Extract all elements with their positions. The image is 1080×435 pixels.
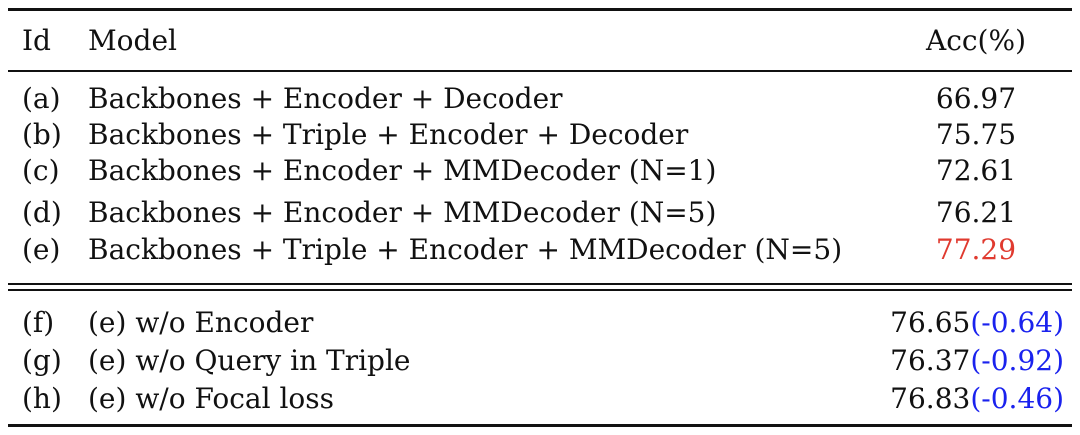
acc-delta: (-0.46) bbox=[970, 382, 1064, 415]
row-id: (a) bbox=[22, 82, 61, 115]
row-acc: 72.61 bbox=[935, 154, 1017, 187]
acc-delta: (-0.64) bbox=[970, 306, 1064, 339]
row-id: (b) bbox=[22, 118, 62, 151]
row-acc: 75.75 bbox=[935, 118, 1017, 151]
row-acc: 76.21 bbox=[935, 196, 1017, 229]
acc-delta: (-0.92) bbox=[970, 344, 1064, 377]
table-row: (b) Backbones + Triple + Encoder + Decod… bbox=[0, 115, 1080, 155]
header-rule bbox=[8, 70, 1072, 72]
row-id: (c) bbox=[22, 154, 60, 187]
bottom-rule bbox=[8, 424, 1072, 427]
row-id: (f) bbox=[22, 306, 55, 339]
row-acc-with-delta: 76.83(-0.46) bbox=[890, 379, 1064, 419]
section-rule-lower bbox=[8, 289, 1072, 291]
row-model: Backbones + Triple + Encoder + Decoder bbox=[88, 118, 689, 151]
table-row: (c) Backbones + Encoder + MMDecoder (N=1… bbox=[0, 151, 1080, 191]
top-rule bbox=[8, 8, 1072, 11]
table-row: (d) Backbones + Encoder + MMDecoder (N=5… bbox=[0, 193, 1080, 233]
row-acc-with-delta: 76.65(-0.64) bbox=[890, 303, 1064, 343]
row-acc: 76.65 bbox=[890, 306, 971, 339]
header-id: Id bbox=[22, 24, 51, 57]
header-acc: Acc(%) bbox=[925, 24, 1027, 57]
row-acc-with-delta: 76.37(-0.92) bbox=[890, 341, 1064, 381]
best-acc: 77.29 bbox=[935, 233, 1017, 266]
ablation-row: (f) (e) w/o Encoder 76.65(-0.64) bbox=[0, 303, 1080, 343]
ablation-row: (g) (e) w/o Query in Triple 76.37(-0.92) bbox=[0, 341, 1080, 381]
row-id: (g) bbox=[22, 344, 62, 377]
row-model: Backbones + Triple + Encoder + MMDecoder… bbox=[88, 233, 843, 266]
row-model: Backbones + Encoder + MMDecoder (N=1) bbox=[88, 154, 717, 187]
row-id: (d) bbox=[22, 196, 62, 229]
row-model: Backbones + Encoder + Decoder bbox=[88, 82, 563, 115]
row-model: (e) w/o Encoder bbox=[88, 306, 314, 339]
row-model: (e) w/o Query in Triple bbox=[88, 344, 411, 377]
row-model: (e) w/o Focal loss bbox=[88, 382, 335, 415]
table-row: (a) Backbones + Encoder + Decoder 66.97 bbox=[0, 79, 1080, 119]
header-row: Id Model Acc(%) bbox=[0, 21, 1080, 61]
row-model: Backbones + Encoder + MMDecoder (N=5) bbox=[88, 196, 717, 229]
row-acc: 76.83 bbox=[890, 382, 971, 415]
ablation-row: (h) (e) w/o Focal loss 76.83(-0.46) bbox=[0, 379, 1080, 419]
table-row-best: (e) Backbones + Triple + Encoder + MMDec… bbox=[0, 230, 1080, 270]
row-acc: 76.37 bbox=[890, 344, 971, 377]
header-model: Model bbox=[88, 24, 177, 57]
section-rule-upper bbox=[8, 283, 1072, 285]
row-acc: 66.97 bbox=[935, 82, 1017, 115]
row-id: (e) bbox=[22, 233, 61, 266]
row-id: (h) bbox=[22, 382, 62, 415]
